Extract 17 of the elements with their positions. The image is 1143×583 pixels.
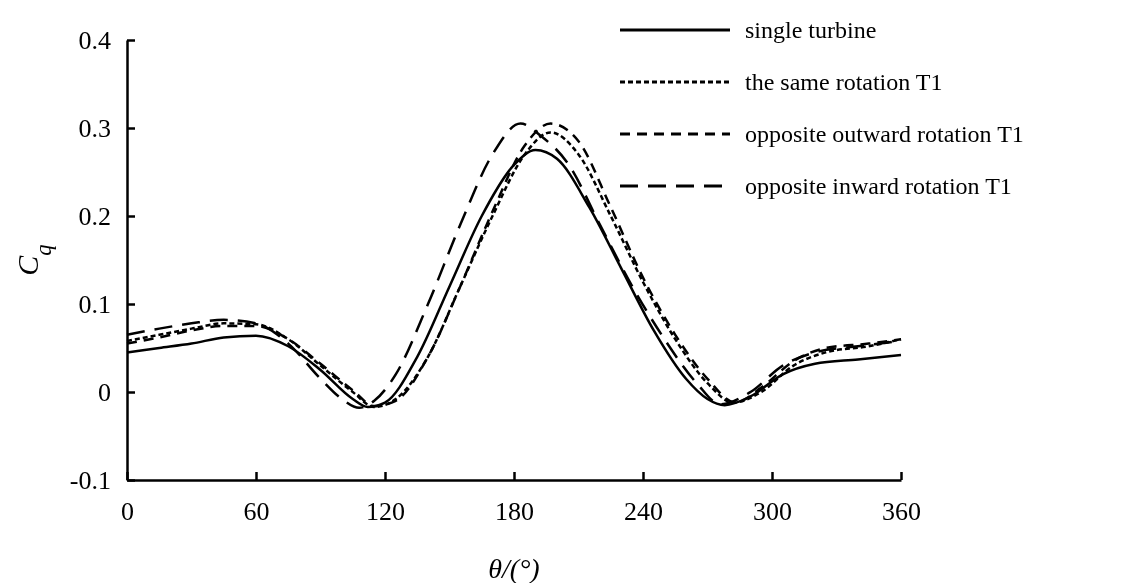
x-tick-label: 240	[624, 497, 663, 527]
legend-label: opposite outward rotation T1	[745, 121, 1024, 147]
y-tick-label: 0.3	[78, 113, 111, 143]
x-tick-label: 180	[495, 497, 534, 527]
legend-label: single turbine	[745, 17, 877, 43]
y-tick-label: 0	[98, 377, 111, 407]
x-tick-label: 120	[366, 497, 405, 527]
x-tick-label: 0	[121, 497, 134, 527]
y-tick-label: 0.1	[78, 289, 111, 319]
x-tick-label: 300	[753, 497, 792, 527]
y-tick-label: 0.2	[78, 201, 111, 231]
legend-label: the same rotation T1	[745, 69, 943, 95]
y-tick-label: 0.4	[78, 25, 111, 55]
x-tick-label: 360	[882, 497, 921, 527]
y-tick-label: -0.1	[69, 465, 111, 495]
legend-label: opposite inward rotation T1	[745, 173, 1012, 199]
x-tick-label: 60	[243, 497, 270, 527]
